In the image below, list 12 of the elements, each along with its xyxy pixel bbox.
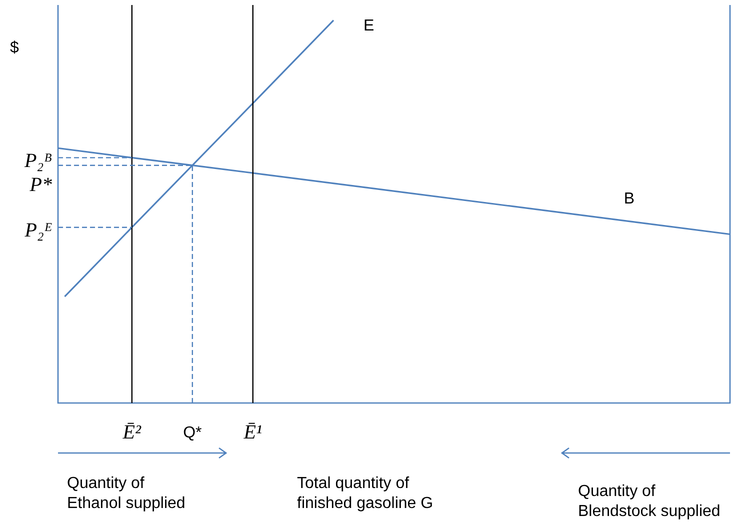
ref-line-label: P₂ᴱ [24, 220, 52, 242]
text: Quantity of Blendstock supplied [578, 482, 720, 522]
text: Total quantity of finished gasoline G [297, 474, 434, 514]
ref-line-label: P* [28, 174, 52, 196]
y-axis-title: $ [10, 39, 19, 56]
ref-line-label: P₂ᴮ [23, 150, 52, 172]
x-tick-label: Ē² [122, 421, 142, 444]
series-label: E [364, 18, 374, 35]
x-tick-label: Q* [183, 424, 202, 442]
series-label: B [624, 190, 635, 208]
text: Quantity of Ethanol supplied [67, 474, 186, 514]
x-tick-label: Ē¹ [242, 421, 262, 444]
